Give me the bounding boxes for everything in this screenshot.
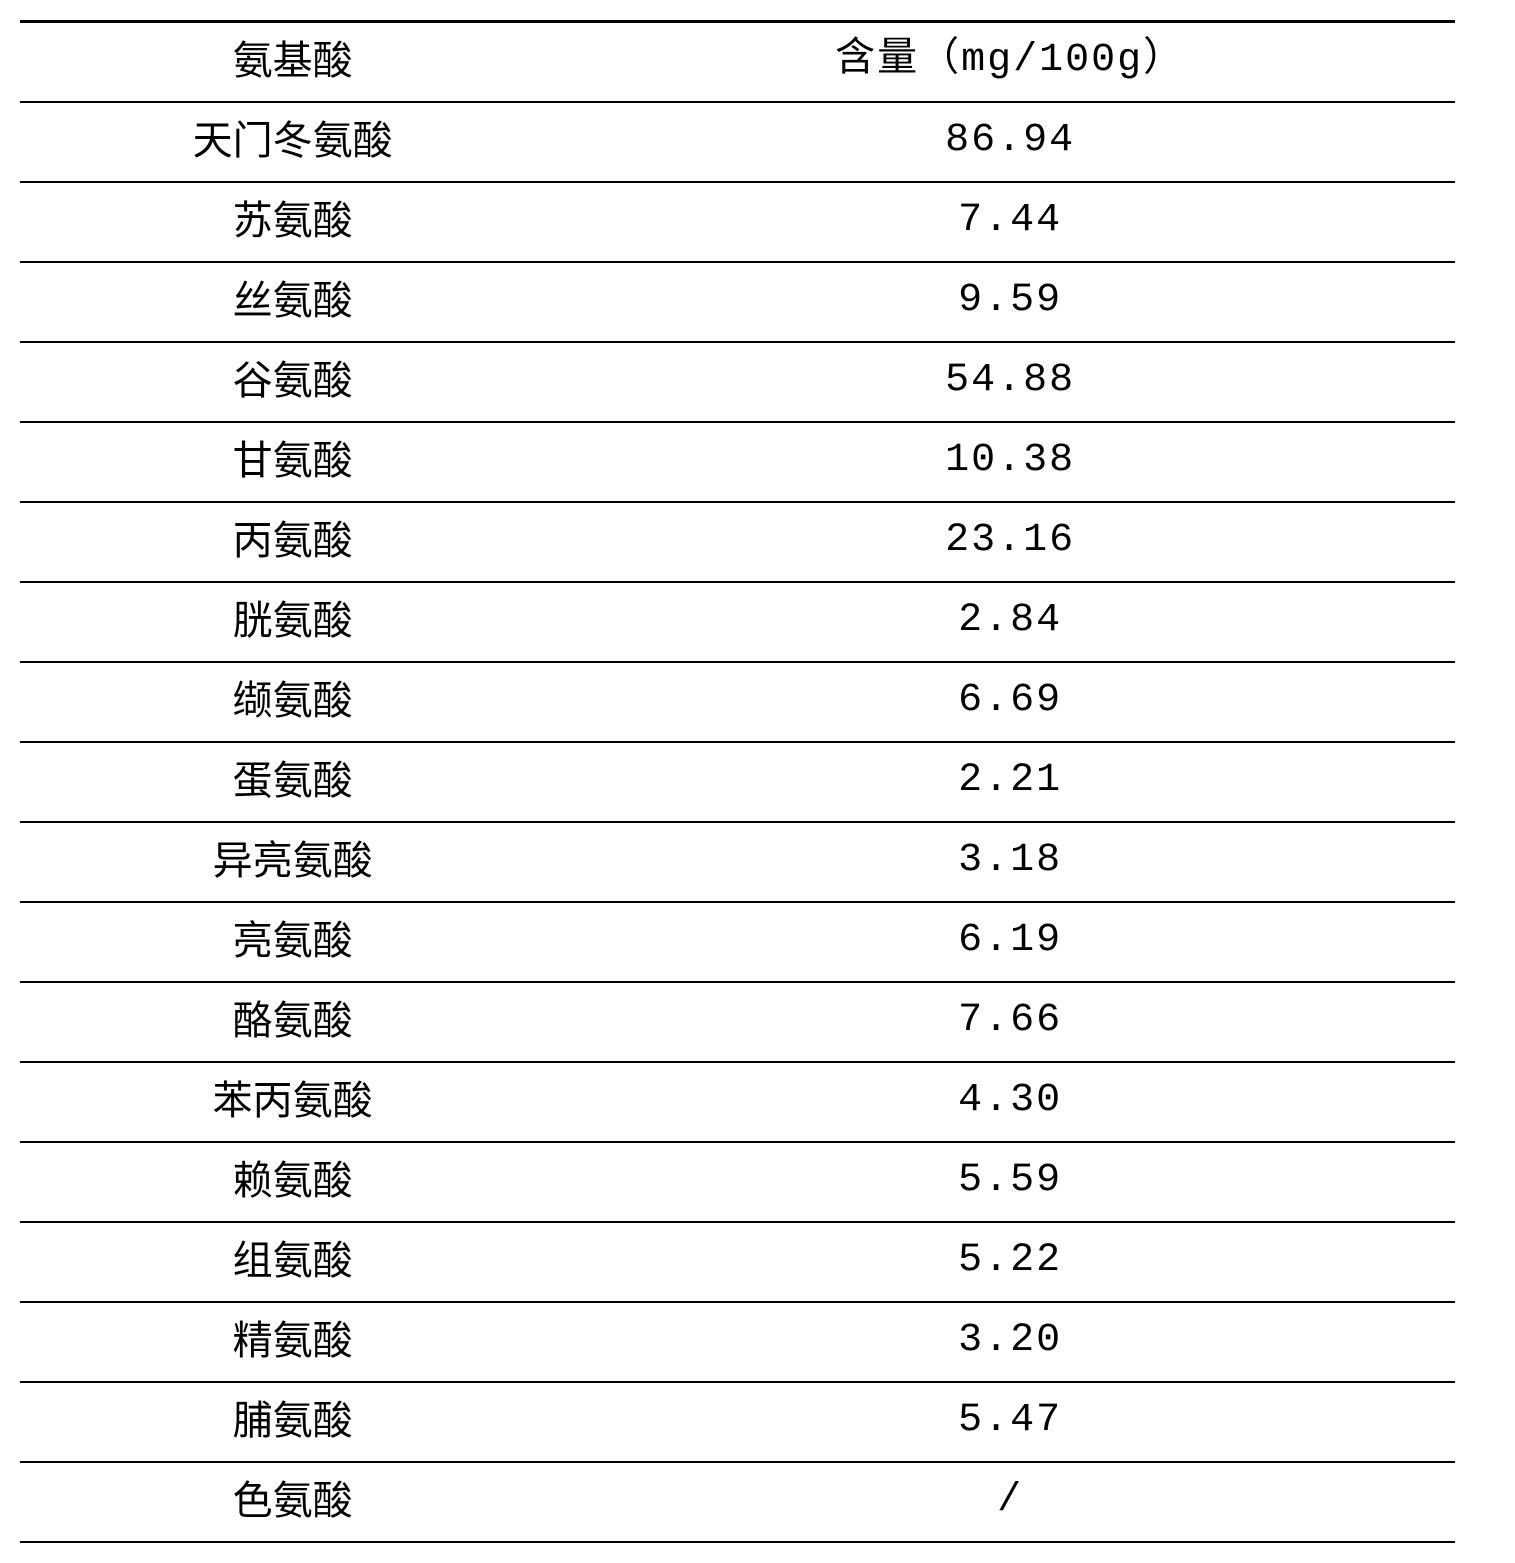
cell-amino-acid-value: 23.16 bbox=[565, 502, 1455, 582]
table-header-row: 氨基酸 含量（mg/100g） bbox=[20, 22, 1455, 103]
cell-amino-acid-value: 10.38 bbox=[565, 422, 1455, 502]
cell-amino-acid-value: 4.30 bbox=[565, 1062, 1455, 1142]
column-header-name: 氨基酸 bbox=[20, 22, 565, 103]
table-row: 酪氨酸 7.66 bbox=[20, 982, 1455, 1062]
cell-amino-acid-value: 5.59 bbox=[565, 1142, 1455, 1222]
cell-amino-acid-value: 5.22 bbox=[565, 1222, 1455, 1302]
cell-amino-acid-name: 胱氨酸 bbox=[20, 582, 565, 662]
table-row: 赖氨酸 5.59 bbox=[20, 1142, 1455, 1222]
cell-amino-acid-name: 丙氨酸 bbox=[20, 502, 565, 582]
cell-amino-acid-value: 7.66 bbox=[565, 982, 1455, 1062]
cell-amino-acid-name: 谷氨酸 bbox=[20, 342, 565, 422]
cell-amino-acid-value: 2.21 bbox=[565, 742, 1455, 822]
cell-amino-acid-value: 6.19 bbox=[565, 902, 1455, 982]
table-row: 组氨酸 5.22 bbox=[20, 1222, 1455, 1302]
cell-amino-acid-name: 脯氨酸 bbox=[20, 1382, 565, 1462]
cell-amino-acid-name: 亮氨酸 bbox=[20, 902, 565, 982]
cell-amino-acid-value: 54.88 bbox=[565, 342, 1455, 422]
table-row: 蛋氨酸 2.21 bbox=[20, 742, 1455, 822]
table-row: 丝氨酸 9.59 bbox=[20, 262, 1455, 342]
cell-amino-acid-name: 丝氨酸 bbox=[20, 262, 565, 342]
cell-amino-acid-name: 酪氨酸 bbox=[20, 982, 565, 1062]
cell-amino-acid-value: 3.18 bbox=[565, 822, 1455, 902]
cell-amino-acid-value: 86.94 bbox=[565, 102, 1455, 182]
cell-amino-acid-name: 精氨酸 bbox=[20, 1302, 565, 1382]
amino-acid-table-container: 氨基酸 含量（mg/100g） 天门冬氨酸 86.94 苏氨酸 7.44 丝氨酸… bbox=[0, 0, 1515, 1563]
cell-amino-acid-value: / bbox=[565, 1462, 1455, 1542]
cell-amino-acid-name: 异亮氨酸 bbox=[20, 822, 565, 902]
amino-acid-table: 氨基酸 含量（mg/100g） 天门冬氨酸 86.94 苏氨酸 7.44 丝氨酸… bbox=[20, 20, 1455, 1543]
table-row: 苯丙氨酸 4.30 bbox=[20, 1062, 1455, 1142]
cell-amino-acid-name: 赖氨酸 bbox=[20, 1142, 565, 1222]
cell-amino-acid-name: 组氨酸 bbox=[20, 1222, 565, 1302]
column-header-value: 含量（mg/100g） bbox=[565, 22, 1455, 103]
cell-amino-acid-name: 苯丙氨酸 bbox=[20, 1062, 565, 1142]
table-row: 胱氨酸 2.84 bbox=[20, 582, 1455, 662]
cell-amino-acid-value: 7.44 bbox=[565, 182, 1455, 262]
cell-amino-acid-value: 6.69 bbox=[565, 662, 1455, 742]
table-row: 甘氨酸 10.38 bbox=[20, 422, 1455, 502]
table-row: 色氨酸 / bbox=[20, 1462, 1455, 1542]
table-row: 异亮氨酸 3.18 bbox=[20, 822, 1455, 902]
table-row: 丙氨酸 23.16 bbox=[20, 502, 1455, 582]
table-row: 苏氨酸 7.44 bbox=[20, 182, 1455, 262]
cell-amino-acid-name: 天门冬氨酸 bbox=[20, 102, 565, 182]
cell-amino-acid-name: 苏氨酸 bbox=[20, 182, 565, 262]
table-row: 脯氨酸 5.47 bbox=[20, 1382, 1455, 1462]
cell-amino-acid-name: 缬氨酸 bbox=[20, 662, 565, 742]
cell-amino-acid-value: 9.59 bbox=[565, 262, 1455, 342]
cell-amino-acid-value: 3.20 bbox=[565, 1302, 1455, 1382]
cell-amino-acid-name: 蛋氨酸 bbox=[20, 742, 565, 822]
table-row: 天门冬氨酸 86.94 bbox=[20, 102, 1455, 182]
cell-amino-acid-value: 5.47 bbox=[565, 1382, 1455, 1462]
table-body: 天门冬氨酸 86.94 苏氨酸 7.44 丝氨酸 9.59 谷氨酸 54.88 … bbox=[20, 102, 1455, 1542]
cell-amino-acid-name: 甘氨酸 bbox=[20, 422, 565, 502]
table-row: 精氨酸 3.20 bbox=[20, 1302, 1455, 1382]
table-row: 缬氨酸 6.69 bbox=[20, 662, 1455, 742]
table-row: 谷氨酸 54.88 bbox=[20, 342, 1455, 422]
table-row: 亮氨酸 6.19 bbox=[20, 902, 1455, 982]
cell-amino-acid-value: 2.84 bbox=[565, 582, 1455, 662]
cell-amino-acid-name: 色氨酸 bbox=[20, 1462, 565, 1542]
